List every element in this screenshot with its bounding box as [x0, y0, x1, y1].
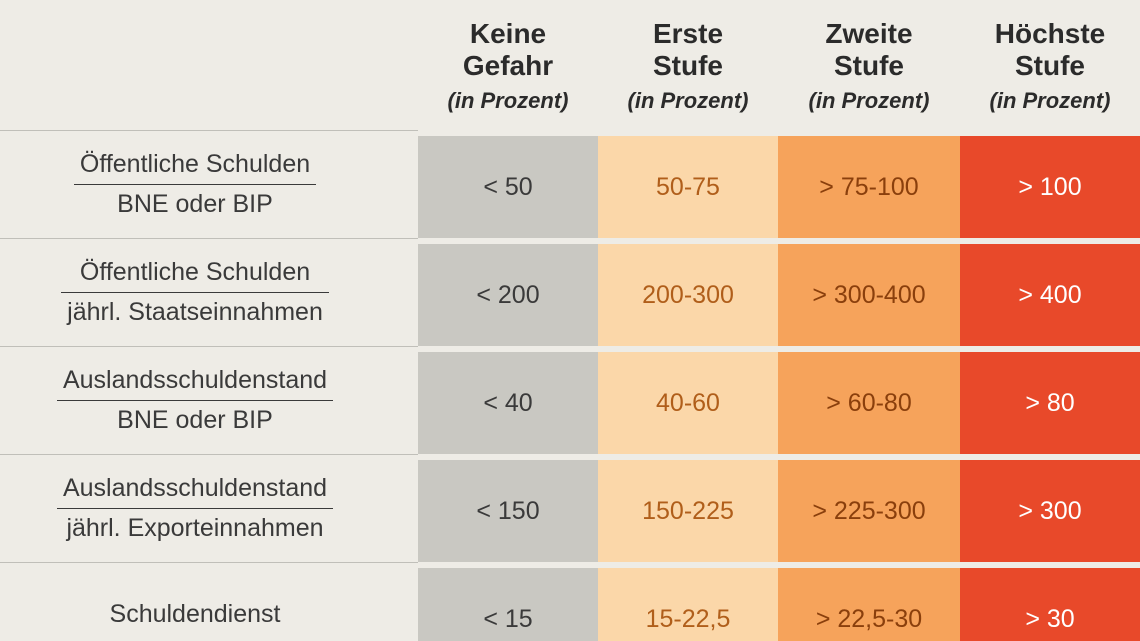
- header-subtitle: (in Prozent): [428, 88, 588, 114]
- header-title-line: Keine: [470, 18, 546, 49]
- cell-value: < 40: [483, 389, 532, 418]
- row-label: Auslandsschuldenstandjährl. Exporteinnah…: [0, 454, 418, 562]
- row-label-denominator: BNE oder BIP: [57, 400, 333, 436]
- cell-level-0: < 150: [418, 454, 598, 562]
- cell-value: > 225-300: [812, 497, 925, 526]
- cell-value: > 300-400: [812, 281, 925, 310]
- cell-level-1: 150-225: [598, 454, 778, 562]
- header-title-line: Stufe: [653, 50, 723, 81]
- cell-value: > 60-80: [826, 389, 912, 418]
- header-title: Höchste Stufe: [970, 18, 1130, 82]
- header-subtitle: (in Prozent): [788, 88, 950, 114]
- header-title: Keine Gefahr: [428, 18, 588, 82]
- cell-level-3: > 300: [960, 454, 1140, 562]
- row-label-denominator: jährl. Exporteinnahmen: [57, 508, 333, 544]
- cell-value: 15-22,5: [646, 605, 731, 634]
- row-label-denominator: BNE oder BIP: [74, 184, 316, 220]
- cell-value: < 50: [483, 173, 532, 202]
- cell-value: > 22,5-30: [816, 605, 922, 634]
- cell-level-1: 15-22,5: [598, 562, 778, 641]
- debt-threshold-table: Keine Gefahr (in Prozent) Erste Stufe (i…: [0, 0, 1140, 641]
- header-col-2: Zweite Stufe (in Prozent): [778, 0, 960, 130]
- cell-value: 50-75: [656, 173, 720, 202]
- cell-value: < 200: [476, 281, 539, 310]
- header-title-line: Höchste: [995, 18, 1105, 49]
- header-title-line: Zweite: [825, 18, 912, 49]
- row-label-numerator: Öffentliche Schulden: [61, 257, 329, 292]
- cell-level-3: > 400: [960, 238, 1140, 346]
- header-title: Zweite Stufe: [788, 18, 950, 82]
- cell-level-1: 40-60: [598, 346, 778, 454]
- row-label-numerator: Auslandsschuldenstand: [57, 473, 333, 508]
- cell-value: > 30: [1025, 605, 1074, 634]
- table-row: Öffentliche SchuldenBNE oder BIP < 50 50-7…: [0, 130, 1140, 238]
- table-row: Schuldendienst < 15 15-22,5 > 22,5-30 > 30: [0, 562, 1140, 641]
- header-subtitle: (in Prozent): [608, 88, 768, 114]
- cell-value: > 75-100: [819, 173, 918, 202]
- row-label: Schuldendienst: [0, 562, 418, 641]
- cell-level-1: 50-75: [598, 130, 778, 238]
- cell-value: 150-225: [642, 497, 734, 526]
- cell-level-1: 200-300: [598, 238, 778, 346]
- header-title-line: Gefahr: [463, 50, 553, 81]
- cell-level-0: < 40: [418, 346, 598, 454]
- cell-level-2: > 75-100: [778, 130, 960, 238]
- cell-value: < 150: [476, 497, 539, 526]
- row-label: AuslandsschuldenstandBNE oder BIP: [0, 346, 418, 454]
- header-col-1: Erste Stufe (in Prozent): [598, 0, 778, 130]
- cell-value: > 300: [1018, 497, 1081, 526]
- table-row: Auslandsschuldenstandjährl. Exporteinnah…: [0, 454, 1140, 562]
- cell-level-0: < 200: [418, 238, 598, 346]
- row-label: Öffentliche SchuldenBNE oder BIP: [0, 130, 418, 238]
- header-subtitle: (in Prozent): [970, 88, 1130, 114]
- row-label: Öffentliche Schuldenjährl. Staatseinnahm…: [0, 238, 418, 346]
- row-label-numerator: Öffentliche Schulden: [74, 149, 316, 184]
- table-row: Öffentliche Schuldenjährl. Staatseinnahm…: [0, 238, 1140, 346]
- cell-level-2: > 225-300: [778, 454, 960, 562]
- header-col-3: Höchste Stufe (in Prozent): [960, 0, 1140, 130]
- cell-value: 40-60: [656, 389, 720, 418]
- row-label-numerator: Schuldendienst: [104, 599, 287, 634]
- cell-level-0: < 50: [418, 130, 598, 238]
- table-header-row: Keine Gefahr (in Prozent) Erste Stufe (i…: [0, 0, 1140, 130]
- cell-level-3: > 30: [960, 562, 1140, 641]
- cell-value: > 400: [1018, 281, 1081, 310]
- cell-level-3: > 100: [960, 130, 1140, 238]
- row-label-numerator: Auslandsschuldenstand: [57, 365, 333, 400]
- header-empty: [0, 0, 418, 130]
- table-row: AuslandsschuldenstandBNE oder BIP < 40 40-…: [0, 346, 1140, 454]
- header-title-line: Stufe: [834, 50, 904, 81]
- cell-level-3: > 80: [960, 346, 1140, 454]
- cell-level-2: > 60-80: [778, 346, 960, 454]
- cell-level-2: > 22,5-30: [778, 562, 960, 641]
- cell-value: 200-300: [642, 281, 734, 310]
- cell-value: > 80: [1025, 389, 1074, 418]
- cell-level-0: < 15: [418, 562, 598, 641]
- header-title: Erste Stufe: [608, 18, 768, 82]
- header-title-line: Stufe: [1015, 50, 1085, 81]
- row-label-denominator: jährl. Staatseinnahmen: [61, 292, 329, 328]
- cell-level-2: > 300-400: [778, 238, 960, 346]
- header-title-line: Erste: [653, 18, 723, 49]
- header-col-0: Keine Gefahr (in Prozent): [418, 0, 598, 130]
- cell-value: > 100: [1018, 173, 1081, 202]
- cell-value: < 15: [483, 605, 532, 634]
